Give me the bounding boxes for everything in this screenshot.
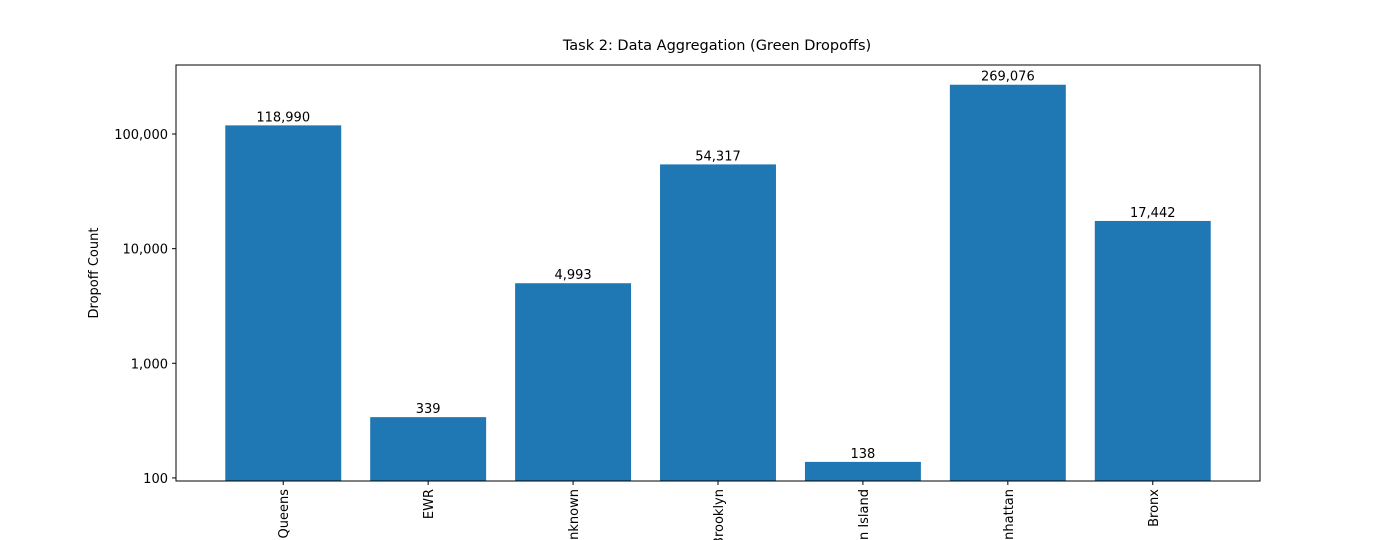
x-tick-label: Brooklyn <box>712 489 727 540</box>
y-tick-label: 1,000 <box>131 357 168 372</box>
y-tick-label: 100 <box>143 472 168 487</box>
x-tick-label: EWR <box>422 489 437 519</box>
x-tick-label: Staten Island <box>857 489 872 540</box>
value-label: 17,442 <box>1130 206 1176 221</box>
bar <box>949 84 1066 481</box>
y-tick-label: 10,000 <box>123 243 169 258</box>
x-tick-label: Bronx <box>1147 489 1162 527</box>
x-tick-label: Unknown <box>567 489 582 540</box>
y-tick-label: 100,000 <box>114 128 168 143</box>
bar <box>225 125 342 481</box>
x-tick-label: Manhattan <box>1002 489 1017 540</box>
bar <box>660 164 776 481</box>
y-axis-label: Dropoff Count <box>87 228 102 319</box>
x-tick-label: Queens <box>277 489 292 539</box>
plot-frame <box>175 64 1261 482</box>
bar <box>370 417 487 481</box>
value-label: 54,317 <box>695 149 741 164</box>
value-label: 138 <box>851 447 876 462</box>
bar <box>1094 220 1211 482</box>
value-label: 339 <box>416 402 441 417</box>
value-label: 118,990 <box>256 110 310 125</box>
bar <box>515 283 632 481</box>
value-label: 4,993 <box>554 268 591 283</box>
value-label: 269,076 <box>981 70 1035 85</box>
chart-title: Task 2: Data Aggregation (Green Dropoffs… <box>562 38 871 54</box>
bar <box>804 461 921 481</box>
